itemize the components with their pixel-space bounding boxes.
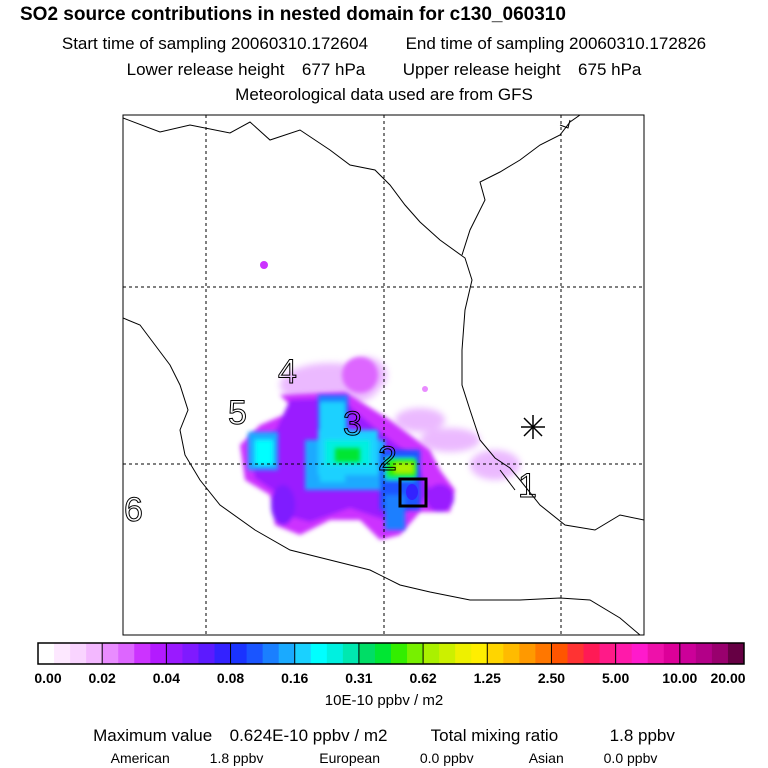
colorbar-cell bbox=[374, 643, 392, 664]
colorbar-cell bbox=[695, 643, 713, 664]
colorbar-border bbox=[37, 642, 745, 665]
colorbar-cell bbox=[663, 643, 681, 664]
colorbar-cell bbox=[310, 643, 328, 664]
region-name-european: European bbox=[319, 750, 380, 766]
colorbar-tick-label: 5.00 bbox=[602, 670, 630, 686]
colorbar-cell bbox=[118, 643, 135, 664]
colorbar-cell bbox=[727, 643, 745, 664]
colorbar-cell bbox=[150, 643, 167, 664]
colorbar bbox=[37, 642, 745, 665]
lower-height-label: Lower release height bbox=[126, 60, 285, 79]
isolated-spot bbox=[422, 386, 428, 392]
colorbar-cell bbox=[631, 643, 649, 664]
colorbar-cell bbox=[198, 643, 215, 664]
colorbar-cell bbox=[214, 643, 232, 664]
colorbar-cell bbox=[615, 643, 633, 664]
isolated-spot bbox=[260, 261, 268, 269]
colorbar-cell bbox=[54, 643, 71, 664]
grid-lines bbox=[123, 115, 644, 635]
colorbar-cell bbox=[679, 643, 697, 664]
release-height-line: Lower release height 677 hPa Upper relea… bbox=[0, 60, 768, 80]
colorbar-tick-label: 1.25 bbox=[473, 670, 501, 686]
sampling-time-line: Start time of sampling 20060310.172604 E… bbox=[0, 34, 768, 54]
colorbar-cell bbox=[487, 643, 504, 664]
colorbar-cell bbox=[439, 643, 456, 664]
colorbar-cell bbox=[230, 643, 248, 664]
colorbar-cell bbox=[391, 643, 408, 664]
coastlines bbox=[123, 115, 644, 635]
map-frame bbox=[122, 114, 645, 636]
colorbar-cell bbox=[70, 643, 87, 664]
colorbar-cell bbox=[567, 643, 585, 664]
colorbar-cell bbox=[166, 643, 183, 664]
met-data-note: Meteorological data used are from GFS bbox=[235, 85, 533, 104]
colorbar-cell bbox=[358, 643, 376, 664]
colorbar-cell bbox=[86, 643, 103, 664]
max-value-label: Maximum value bbox=[93, 726, 213, 745]
upper-height-label: Upper release height bbox=[402, 60, 561, 79]
colorbar-tick-label: 0.00 bbox=[34, 670, 62, 686]
colorbar-cell bbox=[326, 643, 344, 664]
colorbar-cell bbox=[342, 643, 360, 664]
region-label-6: 6 bbox=[124, 491, 143, 529]
colorbar-tick-label: 0.04 bbox=[152, 670, 180, 686]
colorbar-cell bbox=[647, 643, 665, 664]
colorbar-cell bbox=[711, 643, 729, 664]
plume-layer bbox=[240, 261, 520, 540]
colorbar-cell bbox=[38, 643, 55, 664]
colorbar-tick-label: 20.00 bbox=[710, 670, 746, 686]
colorbar-cell bbox=[519, 643, 536, 664]
max-value: 0.624E-10 ppbv / m2 bbox=[229, 726, 388, 745]
colorbar-cell bbox=[471, 643, 488, 664]
total-mixing-value: 1.8 ppbv bbox=[609, 726, 675, 745]
colorbar-tick-label: 0.02 bbox=[88, 670, 116, 686]
region-value-american: 1.8 ppbv bbox=[209, 750, 264, 766]
region-value-asian: 0.0 ppbv bbox=[603, 750, 658, 766]
summary-line: Maximum value 0.624E-10 ppbv / m2 Total … bbox=[0, 726, 768, 746]
colorbar-cell bbox=[551, 643, 568, 664]
total-mixing-label: Total mixing ratio bbox=[430, 726, 559, 745]
colorbar-cell bbox=[294, 643, 312, 664]
colorbar-tick-label: 2.50 bbox=[537, 670, 566, 686]
region-breakdown: American 1.8 ppbv European 0.0 ppbv Asia… bbox=[0, 750, 768, 766]
colorbar-tick-label: 0.31 bbox=[345, 670, 373, 686]
lower-height-value: 677 hPa bbox=[301, 60, 366, 79]
colorbar-cell bbox=[262, 643, 280, 664]
start-time-label: Start time of sampling bbox=[61, 34, 227, 53]
colorbar-cell bbox=[182, 643, 199, 664]
colorbar-tick-label: 0.08 bbox=[216, 670, 245, 686]
colorbar-tick-label: 10.00 bbox=[662, 670, 698, 686]
sampling-box bbox=[398, 477, 428, 508]
colorbar-units: 10E-10 ppbv / m2 bbox=[324, 692, 444, 709]
region-name-asian: Asian bbox=[528, 750, 564, 766]
colorbar-cell bbox=[535, 643, 552, 664]
start-time-value: 20060310.172604 bbox=[231, 34, 369, 53]
chart-title: SO2 source contributions in nested domai… bbox=[20, 4, 566, 25]
region-label-3: 3 bbox=[343, 405, 362, 443]
colorbar-cell bbox=[134, 643, 151, 664]
star-marker bbox=[521, 415, 545, 439]
region-label-5: 5 bbox=[228, 394, 247, 432]
colorbar-cell bbox=[102, 643, 119, 664]
end-time-value: 20060310.172826 bbox=[569, 34, 707, 53]
colorbar-cell bbox=[407, 643, 424, 664]
colorbar-cell bbox=[278, 643, 296, 664]
colorbar-cell bbox=[599, 643, 617, 664]
region-value-european: 0.0 ppbv bbox=[419, 750, 474, 766]
colorbar-tick-label: 0.62 bbox=[409, 670, 437, 686]
region-label-1: 1 bbox=[518, 467, 537, 505]
colorbar-cell bbox=[583, 643, 601, 664]
colorbar-tick-label: 0.16 bbox=[281, 670, 309, 686]
region-label-2: 2 bbox=[378, 440, 397, 478]
upper-height-value: 675 hPa bbox=[578, 60, 642, 79]
colorbar-cell bbox=[503, 643, 520, 664]
end-time-label: End time of sampling bbox=[405, 34, 565, 53]
colorbar-cell bbox=[246, 643, 264, 664]
colorbar-cell bbox=[423, 643, 440, 664]
region-name-american: American bbox=[110, 750, 170, 766]
region-label-4: 4 bbox=[278, 353, 297, 391]
colorbar-cell bbox=[455, 643, 472, 664]
